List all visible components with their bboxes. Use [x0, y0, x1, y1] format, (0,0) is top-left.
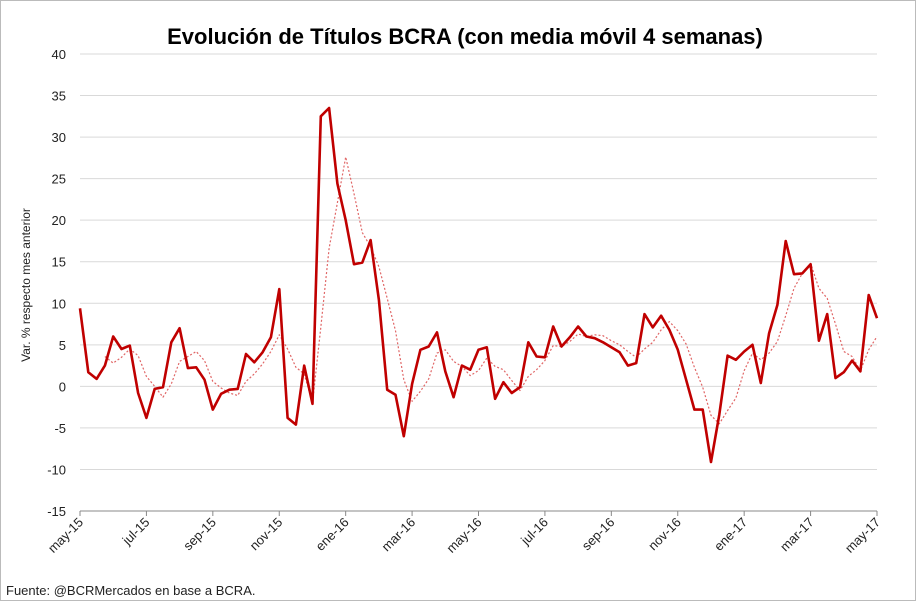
y-tick-label: 5 — [59, 338, 66, 353]
y-tick-label: 0 — [59, 379, 66, 394]
moving-average-line — [104, 156, 878, 425]
y-tick-label: 25 — [52, 172, 66, 187]
y-axis-label: Var. % respecto mes anterior — [19, 208, 33, 362]
y-tick-label: 40 — [52, 47, 66, 62]
y-tick-label: 35 — [52, 89, 66, 104]
y-tick-label: 10 — [52, 296, 66, 311]
y-tick-label: -10 — [47, 462, 66, 477]
y-tick-label: 30 — [52, 130, 66, 145]
y-tick-label: -15 — [47, 504, 66, 519]
chart-title: Evolución de Títulos BCRA (con media móv… — [167, 24, 763, 49]
source-note: Fuente: @BCRMercados en base a BCRA. — [6, 583, 255, 598]
y-tick-label: 20 — [52, 213, 66, 228]
data-line — [78, 106, 879, 464]
y-tick-label: 15 — [52, 255, 66, 270]
y-tick-label: -5 — [54, 421, 66, 436]
